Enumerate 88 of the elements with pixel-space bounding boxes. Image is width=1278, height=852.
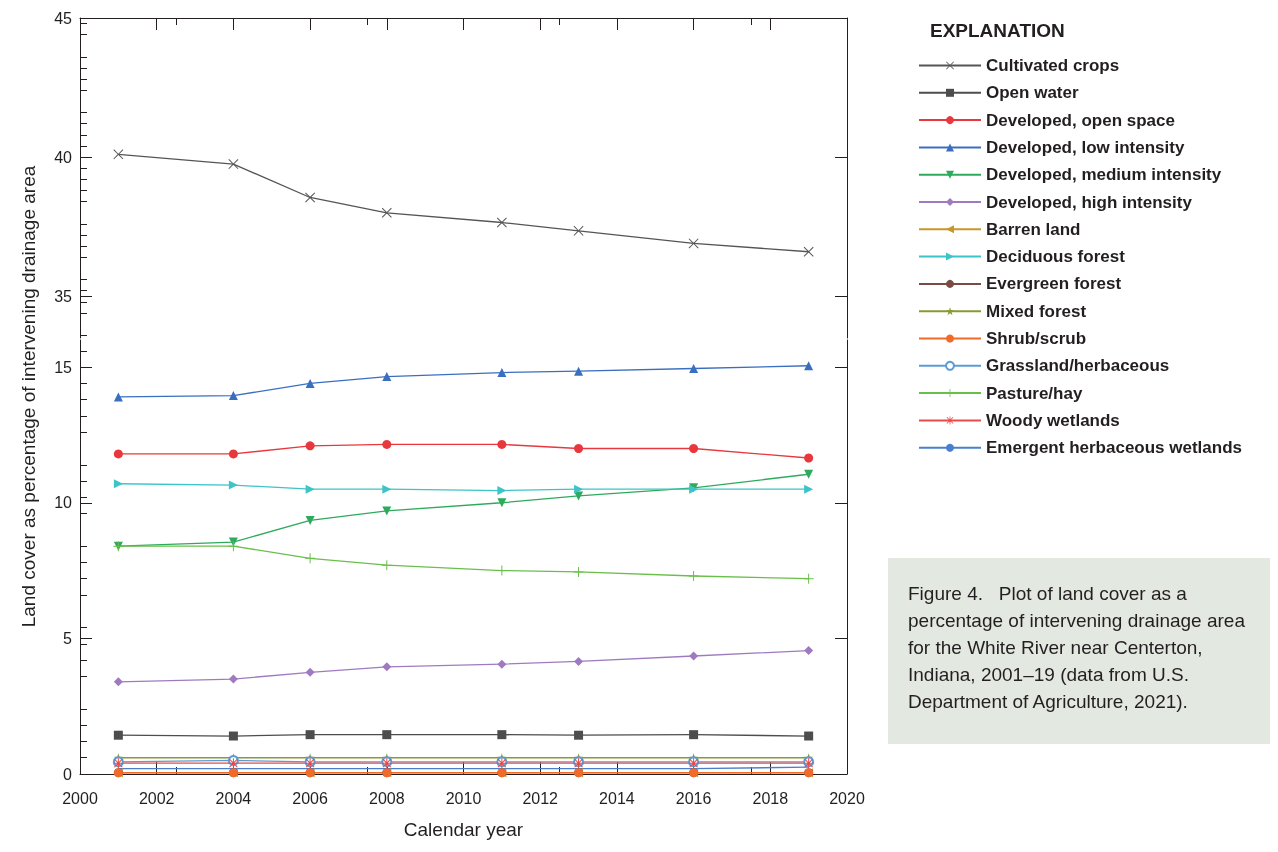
point — [804, 646, 814, 656]
point — [689, 444, 699, 453]
point — [497, 486, 507, 496]
legend-label: Mixed forest — [986, 301, 1087, 321]
point — [804, 484, 814, 494]
point — [228, 674, 238, 684]
point — [228, 391, 238, 401]
x-tick-label: 2006 — [292, 789, 328, 807]
legend-label: Developed, medium intensity — [986, 165, 1222, 185]
point — [305, 192, 316, 203]
x-tick-label: 2004 — [215, 789, 252, 807]
y-tick-label: 10 — [54, 494, 73, 512]
point — [228, 541, 239, 552]
legend-label: Developed, low intensity — [986, 137, 1185, 157]
y-tick-label: 45 — [54, 9, 73, 27]
x-tick-label: 2012 — [522, 789, 559, 807]
x-tick-label: 2008 — [369, 789, 405, 807]
point — [497, 730, 507, 740]
point — [382, 439, 392, 449]
point — [305, 378, 315, 388]
x-tick-label: 2018 — [752, 789, 789, 807]
point — [689, 651, 699, 661]
point — [803, 246, 814, 257]
legend-label: Shrub/scrub — [986, 329, 1087, 348]
y-tick-label: 5 — [63, 629, 73, 647]
y-tick-label: 0 — [63, 765, 73, 783]
point — [574, 366, 584, 376]
point — [305, 515, 315, 525]
point — [305, 441, 315, 451]
legend-label: Open water — [986, 83, 1079, 103]
legend-label: Grassland/herbaceous — [986, 356, 1170, 376]
point — [381, 560, 392, 571]
point — [574, 484, 584, 494]
legend-label: Cultivated crops — [986, 56, 1120, 75]
point — [228, 449, 238, 459]
point — [689, 730, 699, 740]
y-tick-label: 40 — [54, 148, 73, 166]
legend-label: Woody wetlands — [986, 410, 1120, 430]
x-tick-label: 2014 — [599, 789, 635, 807]
point — [497, 498, 507, 508]
point — [573, 225, 584, 236]
point — [574, 730, 584, 740]
point — [305, 553, 316, 564]
legend-label: Developed, open space — [986, 110, 1175, 130]
legend-label: Developed, high intensity — [986, 192, 1193, 212]
point — [382, 484, 392, 494]
legend-label: Pasture/hay — [986, 383, 1083, 403]
point — [305, 667, 315, 677]
point — [574, 444, 584, 453]
point — [305, 730, 315, 740]
point — [113, 730, 123, 740]
point — [382, 730, 392, 740]
point — [496, 217, 507, 228]
point — [113, 677, 123, 687]
point — [804, 453, 814, 463]
x-tick-label: 2016 — [675, 789, 712, 807]
point — [113, 149, 124, 160]
point — [382, 662, 392, 672]
point — [381, 207, 392, 218]
point — [497, 368, 507, 378]
legend-label: Emergent herbaceous wetlands — [986, 438, 1243, 458]
point — [688, 570, 699, 581]
y-tick-label: 15 — [54, 358, 73, 376]
legend-label: Deciduous forest — [986, 247, 1126, 267]
x-tick-label: 2020 — [829, 789, 865, 807]
y-tick-label: 35 — [54, 287, 73, 305]
point — [574, 656, 584, 666]
legend-label: Evergreen forest — [986, 274, 1122, 294]
y-axis-title: Land cover as percentage of intervening drainage area — [17, 165, 39, 628]
legend-title: EXPLANATION — [930, 20, 1065, 41]
point — [497, 439, 507, 449]
x-tick-label: 2002 — [138, 789, 175, 807]
point — [228, 480, 238, 490]
point — [228, 159, 239, 170]
point — [689, 363, 699, 373]
point — [228, 758, 239, 769]
x-tick-label: 2010 — [445, 789, 482, 807]
point — [573, 566, 584, 577]
legend-label: Barren land — [986, 219, 1081, 239]
caption: Figure 4. Plot of land cover as a percentage of intervening drainage area for the White River near Centerton, Indiana, 2001–19 (data from U.S. Department of Agriculture, 2021). — [908, 583, 1251, 712]
x-axis-title: Calendar year — [403, 819, 524, 840]
point — [803, 573, 814, 584]
point — [228, 731, 238, 741]
point — [382, 506, 392, 516]
point — [113, 449, 123, 459]
x-tick-label: 2000 — [62, 789, 98, 807]
point — [497, 659, 507, 669]
point — [804, 731, 814, 741]
